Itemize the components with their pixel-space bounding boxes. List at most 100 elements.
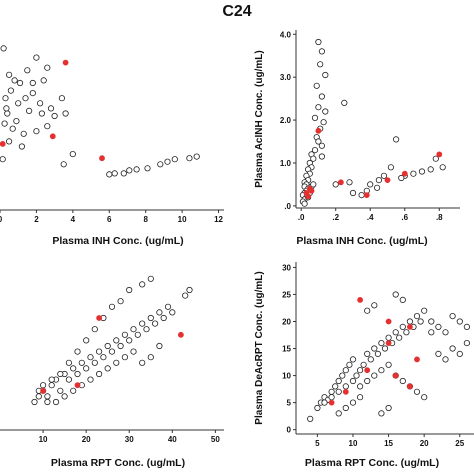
x-tick-label: 10 xyxy=(39,435,48,444)
data-point xyxy=(111,170,118,177)
data-point xyxy=(113,337,120,344)
data-point xyxy=(364,307,371,314)
data-point xyxy=(310,155,317,162)
data-point xyxy=(378,339,385,347)
data-point xyxy=(87,376,94,383)
x-axis-label: Plasma RPT Conc. (ug/mL) xyxy=(305,457,439,469)
data-point xyxy=(399,323,406,330)
chart-panel-2: .0 .2 .4 .6 .8 .0 1.0 2.0 3.0 4.0 Plasma INH Conc.… xyxy=(254,30,460,247)
data-point xyxy=(4,110,11,117)
data-point xyxy=(139,320,146,327)
highlighted-data-point xyxy=(414,356,420,363)
data-point xyxy=(463,323,470,330)
data-point xyxy=(339,372,346,379)
data-point xyxy=(435,323,442,330)
data-point xyxy=(406,318,413,325)
data-point xyxy=(392,291,399,298)
highlighted-data-point xyxy=(308,187,315,194)
data-point xyxy=(346,361,353,368)
data-point xyxy=(413,312,421,320)
data-point xyxy=(65,376,73,383)
data-point xyxy=(78,359,85,366)
data-point xyxy=(374,350,381,357)
data-point xyxy=(65,359,73,366)
data-point xyxy=(387,164,394,171)
y-tick-label: 30 xyxy=(282,263,291,272)
data-point xyxy=(29,90,36,97)
data-point xyxy=(126,337,133,344)
data-point xyxy=(349,377,357,385)
highlighted-data-point xyxy=(363,192,370,198)
highlighted-data-point xyxy=(436,151,443,158)
highlighted-data-point xyxy=(305,193,311,200)
highlighted-data-point xyxy=(315,127,322,134)
data-point xyxy=(44,393,51,400)
data-point xyxy=(91,326,98,333)
data-point xyxy=(373,184,381,191)
data-point xyxy=(186,155,193,162)
x-tick-label: 40 xyxy=(168,435,177,444)
highlighted-data-point xyxy=(406,383,413,390)
x-tick-label: 0 xyxy=(0,215,3,224)
data-point xyxy=(380,172,388,179)
data-point xyxy=(25,107,33,115)
data-point xyxy=(396,334,403,341)
data-point xyxy=(113,359,120,366)
data-point xyxy=(38,110,46,117)
data-point xyxy=(70,365,77,372)
x-tick-label: 10 xyxy=(178,215,187,224)
data-point xyxy=(11,77,18,84)
x-tick-label: 10 xyxy=(349,439,358,448)
data-point xyxy=(7,87,14,94)
data-point xyxy=(315,138,322,145)
y-tick-label: 10 xyxy=(282,372,291,381)
y-tick-label: 2.0 xyxy=(280,116,292,125)
highlighted-data-point xyxy=(406,323,413,330)
data-point xyxy=(96,370,103,378)
highlighted-data-point xyxy=(401,170,408,177)
data-point xyxy=(322,71,329,79)
highlighted-data-point xyxy=(392,372,399,379)
data-point xyxy=(2,95,9,102)
data-point xyxy=(421,307,428,314)
data-point xyxy=(6,138,13,145)
data-point xyxy=(378,367,385,374)
x-tick-label: .0 xyxy=(298,213,305,222)
highlighted-data-point xyxy=(384,177,391,183)
data-point xyxy=(96,348,103,355)
data-point xyxy=(152,320,159,327)
data-point xyxy=(375,177,382,184)
data-point xyxy=(322,108,329,115)
data-point xyxy=(0,156,6,163)
data-point xyxy=(156,309,163,316)
data-point xyxy=(52,398,60,406)
data-point xyxy=(48,382,55,389)
data-point xyxy=(70,387,77,394)
data-point xyxy=(58,95,66,102)
data-point xyxy=(413,388,421,395)
data-point xyxy=(24,67,31,74)
data-point xyxy=(156,342,163,350)
data-point xyxy=(398,174,405,182)
y-tick-label: 20 xyxy=(282,317,291,326)
data-point xyxy=(360,361,367,368)
x-tick-label: 6 xyxy=(107,215,112,224)
x-tick-label: 2 xyxy=(34,215,39,224)
figure-label: C24 xyxy=(222,3,251,20)
data-point xyxy=(328,388,335,395)
data-point xyxy=(36,100,44,107)
data-point xyxy=(342,383,349,390)
data-point xyxy=(120,170,127,177)
data-point xyxy=(15,100,22,107)
data-point xyxy=(335,377,342,385)
data-point xyxy=(307,415,314,422)
data-point xyxy=(315,38,322,46)
data-point xyxy=(139,359,146,366)
highlighted-data-point xyxy=(337,179,344,186)
data-point xyxy=(83,337,90,344)
highlighted-data-point xyxy=(342,388,349,395)
data-point xyxy=(100,354,107,361)
highlighted-data-point xyxy=(40,387,46,394)
data-point xyxy=(428,329,435,336)
data-point xyxy=(40,77,47,84)
